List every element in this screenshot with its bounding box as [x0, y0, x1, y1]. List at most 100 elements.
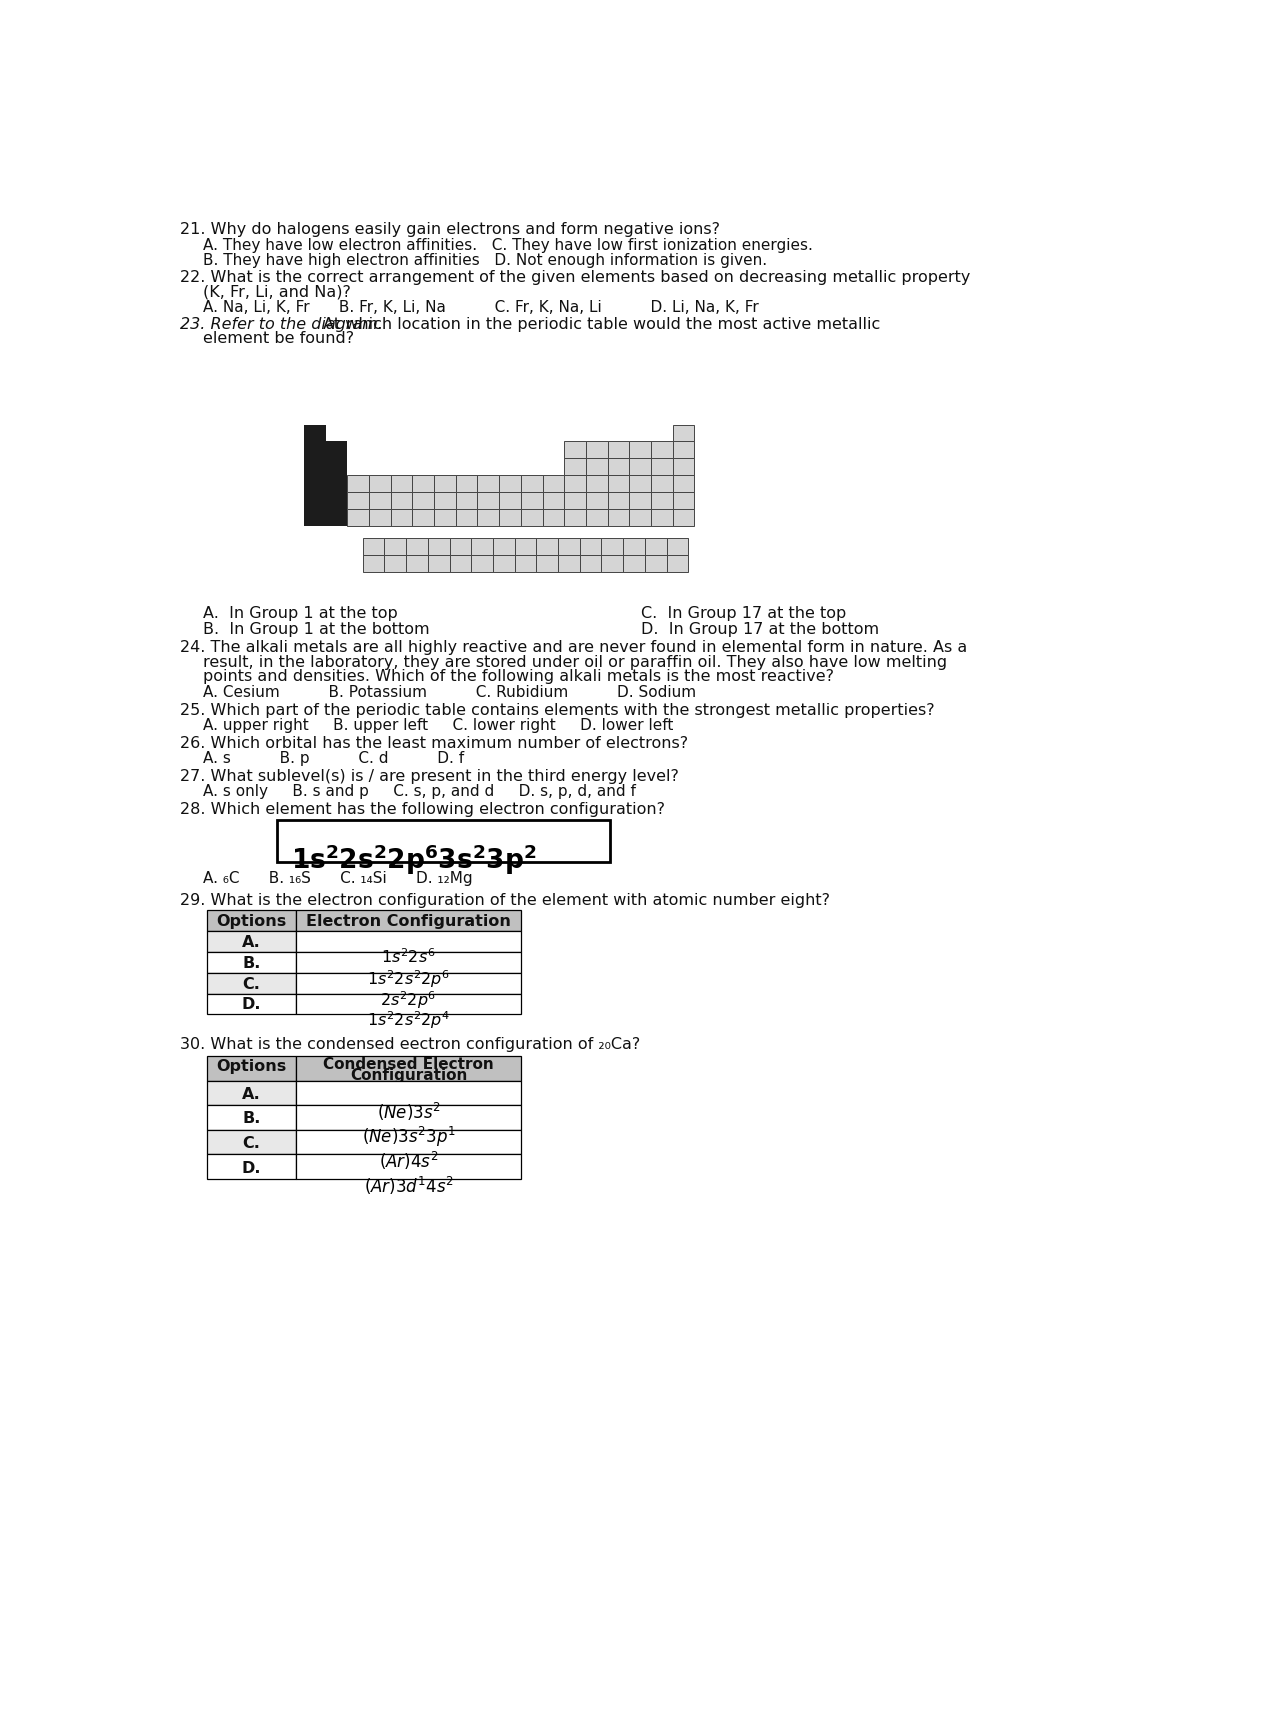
Bar [207, 1056, 297, 1080]
Bar [651, 475, 673, 492]
Bar [607, 509, 629, 526]
Bar [629, 458, 651, 475]
Bar [390, 492, 412, 509]
Bar [456, 492, 478, 509]
Text: A.: A. [243, 1087, 261, 1102]
Text: $1s^{2}2s^{2}2p^{6}$: $1s^{2}2s^{2}2p^{6}$ [367, 969, 449, 990]
Bar [478, 475, 499, 492]
Bar [297, 952, 521, 972]
Text: D.  In Group 17 at the bottom: D. In Group 17 at the bottom [641, 622, 880, 637]
Bar [499, 509, 521, 526]
Bar [521, 492, 543, 509]
Bar [304, 509, 326, 526]
Bar [564, 475, 586, 492]
Bar [607, 475, 629, 492]
Bar [543, 475, 564, 492]
Text: $1s^{2}2s^{6}$: $1s^{2}2s^{6}$ [381, 947, 435, 966]
Bar [297, 1106, 521, 1130]
Bar [297, 972, 521, 993]
Bar [564, 509, 586, 526]
Bar [304, 424, 326, 441]
Bar [564, 492, 586, 509]
Bar [297, 1080, 521, 1106]
Bar [673, 424, 695, 441]
Bar [434, 492, 456, 509]
Text: C.: C. [243, 976, 261, 991]
Bar [673, 509, 695, 526]
Text: Options: Options [217, 914, 286, 930]
Bar [363, 555, 384, 571]
Bar [207, 952, 297, 972]
Bar [601, 538, 623, 555]
Bar [390, 509, 412, 526]
Bar [623, 555, 645, 571]
Text: A. s only     B. s and p     C. s, p, and d     D. s, p, d, and f: A. s only B. s and p C. s, p, and d D. s… [203, 784, 636, 800]
Bar [580, 555, 601, 571]
Text: 23. Refer to the diagram.: 23. Refer to the diagram. [180, 316, 383, 332]
Bar [586, 492, 607, 509]
Bar [277, 820, 610, 861]
Text: B.: B. [243, 1111, 261, 1126]
Bar [521, 509, 543, 526]
Bar [623, 538, 645, 555]
Text: $2s^{2}2p^{6}$: $2s^{2}2p^{6}$ [380, 990, 437, 1010]
Text: Electron Configuration: Electron Configuration [306, 914, 511, 930]
Text: $1s^{2}2s^{2}2p^{4}$: $1s^{2}2s^{2}2p^{4}$ [367, 1010, 451, 1032]
Bar [521, 475, 543, 492]
Bar [326, 441, 347, 458]
Bar [369, 475, 390, 492]
Text: Configuration: Configuration [349, 1068, 467, 1084]
Text: A.  In Group 1 at the top: A. In Group 1 at the top [203, 607, 398, 622]
Bar [673, 441, 695, 458]
Text: C.  In Group 17 at the top: C. In Group 17 at the top [641, 607, 846, 622]
Bar [607, 458, 629, 475]
Bar [390, 475, 412, 492]
Bar [580, 538, 601, 555]
Bar [515, 555, 537, 571]
Bar [645, 555, 666, 571]
Bar [428, 538, 449, 555]
Text: $\left(Ne\right) 3s^{2}$: $\left(Ne\right) 3s^{2}$ [376, 1101, 440, 1123]
Bar [369, 509, 390, 526]
Bar [304, 458, 326, 475]
Bar [412, 492, 434, 509]
Bar [207, 931, 297, 952]
Bar [412, 475, 434, 492]
Bar [651, 441, 673, 458]
Bar [304, 492, 326, 509]
Bar [537, 538, 559, 555]
Bar [326, 475, 347, 492]
Text: 28. Which element has the following electron configuration?: 28. Which element has the following elec… [180, 802, 665, 817]
Bar [543, 492, 564, 509]
Bar [297, 1056, 521, 1080]
Text: (K, Fr, Li, and Na)?: (K, Fr, Li, and Na)? [203, 284, 351, 299]
Bar [297, 993, 521, 1015]
Text: $\mathbf{1s^{2}2s^{2}2p^{6}3s^{2}3p^{2}}$: $\mathbf{1s^{2}2s^{2}2p^{6}3s^{2}3p^{2}}… [290, 843, 537, 877]
Text: A.: A. [243, 935, 261, 950]
Bar [586, 509, 607, 526]
Bar [515, 538, 537, 555]
Bar [449, 538, 471, 555]
Bar [297, 931, 521, 952]
Bar [564, 441, 586, 458]
Bar [629, 492, 651, 509]
Bar [304, 475, 326, 492]
Bar [478, 509, 499, 526]
Bar [645, 538, 666, 555]
Bar [207, 1106, 297, 1130]
Bar [651, 509, 673, 526]
Bar [651, 492, 673, 509]
Bar [326, 492, 347, 509]
Bar [673, 458, 695, 475]
Bar [499, 475, 521, 492]
Bar [586, 458, 607, 475]
Bar [471, 555, 493, 571]
Bar [651, 458, 673, 475]
Text: $\left(Ar\right)4s^{2}$: $\left(Ar\right)4s^{2}$ [379, 1150, 438, 1172]
Bar [412, 509, 434, 526]
Text: C.: C. [243, 1136, 261, 1150]
Bar [384, 538, 406, 555]
Bar [673, 475, 695, 492]
Bar [369, 492, 390, 509]
Text: Condensed Electron: Condensed Electron [324, 1058, 494, 1073]
